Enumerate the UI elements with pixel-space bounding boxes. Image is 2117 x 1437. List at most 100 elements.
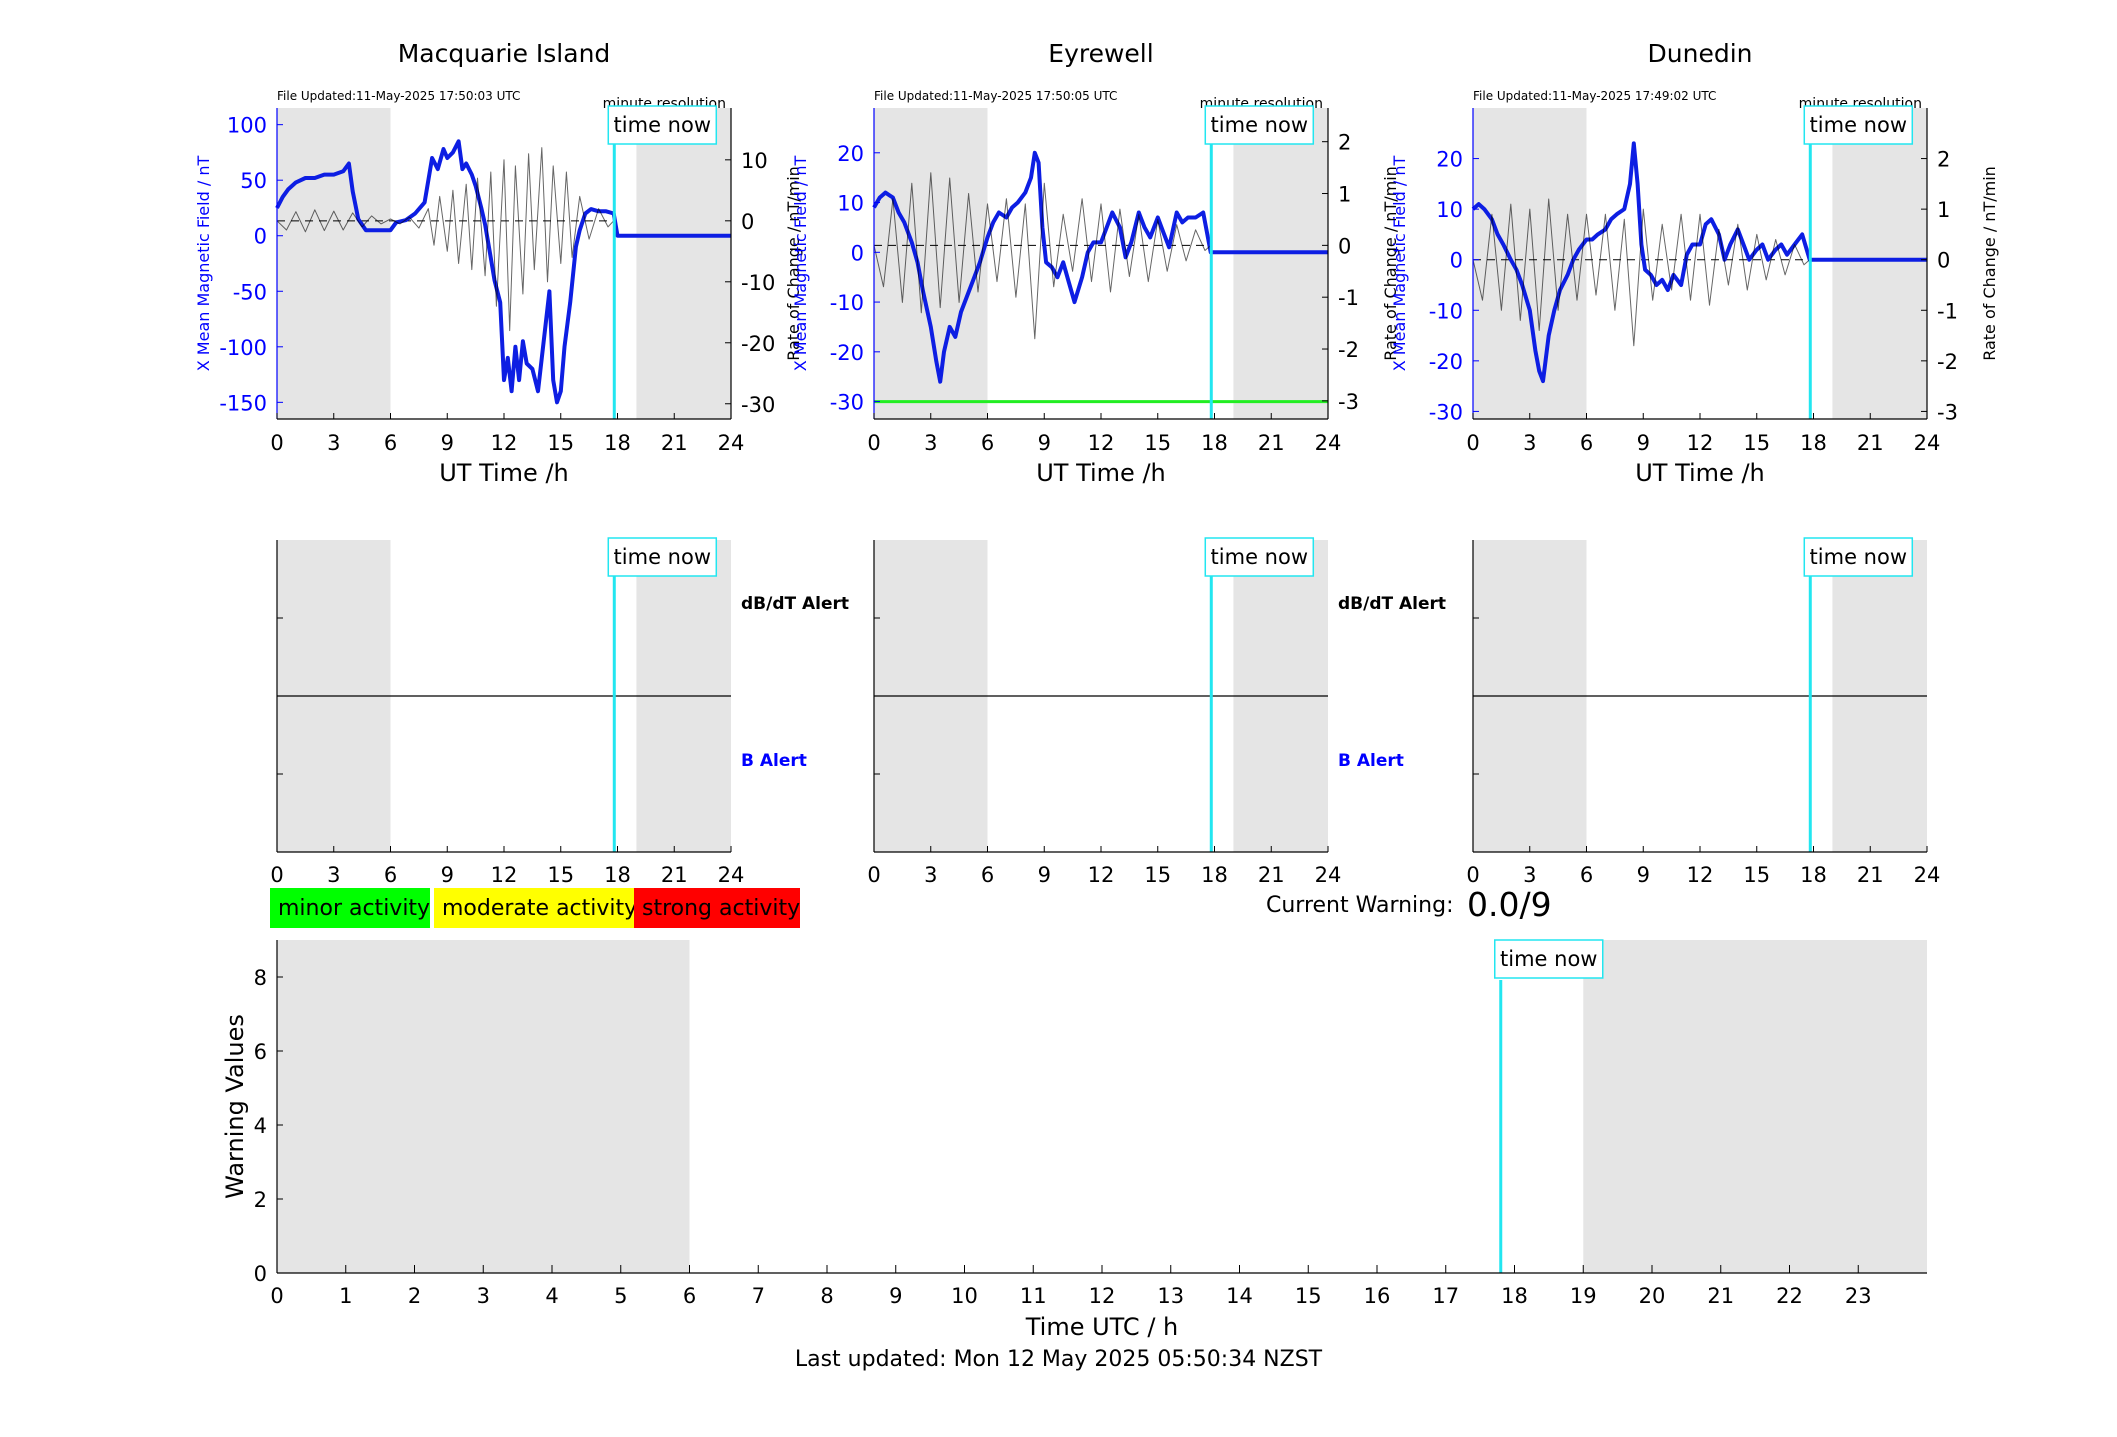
y-left-axis-label: X Mean Magnetic Field / nT xyxy=(1390,156,1409,372)
warning-x-tick-label: 6 xyxy=(683,1284,696,1308)
warning-x-tick-label: 8 xyxy=(820,1284,833,1308)
x-tick-label: 21 xyxy=(661,431,688,455)
file-updated-label: File Updated:11-May-2025 17:50:05 UTC xyxy=(874,89,1117,103)
warning-time-now-label: time now xyxy=(1500,947,1597,971)
y-right-axis-label: Rate of Change / nT/min xyxy=(1381,166,1400,361)
y-left-tick-label: -20 xyxy=(1429,350,1463,374)
alert-x-tick-label: 12 xyxy=(1687,863,1714,887)
warning-x-tick-label: 10 xyxy=(951,1284,978,1308)
warning-x-tick-label: 17 xyxy=(1432,1284,1459,1308)
last-updated: Last updated: Mon 12 May 2025 05:50:34 N… xyxy=(794,1347,1323,1372)
warning-x-tick-label: 14 xyxy=(1226,1284,1253,1308)
legend-moderate-activity: moderate activity xyxy=(434,888,637,928)
alert-x-tick-label: 9 xyxy=(441,863,454,887)
file-updated-label: File Updated:11-May-2025 17:49:02 UTC xyxy=(1473,89,1716,103)
x-tick-label: 12 xyxy=(491,431,518,455)
x-tick-label: 0 xyxy=(270,431,283,455)
alert-x-tick-label: 24 xyxy=(718,863,745,887)
y-right-tick-label: -10 xyxy=(741,271,775,295)
alert-x-tick-label: 6 xyxy=(384,863,397,887)
y-left-tick-label: 0 xyxy=(1450,249,1463,273)
warning-x-tick-label: 19 xyxy=(1570,1284,1597,1308)
y-right-axis-label: Rate of Change / nT/min xyxy=(1980,166,1999,361)
y-left-tick-label: 0 xyxy=(851,241,864,265)
warning-x-tick-label: 15 xyxy=(1295,1284,1322,1308)
x-tick-label: 15 xyxy=(1743,431,1770,455)
night-shade-1 xyxy=(1233,108,1328,419)
x-axis-label: UT Time /h xyxy=(439,459,569,487)
dbdt-alert-label: dB/dT Alert xyxy=(741,594,849,614)
alert-time-now-label: time now xyxy=(614,545,711,569)
x-axis-label: UT Time /h xyxy=(1036,459,1166,487)
station-title: Dunedin xyxy=(1648,39,1753,68)
warning-x-tick-label: 2 xyxy=(408,1284,421,1308)
warning-night-shade-1 xyxy=(1583,940,1927,1273)
b-alert-label: B Alert xyxy=(1338,751,1404,771)
y-left-tick-label: -10 xyxy=(1429,299,1463,323)
alert-time-now-box xyxy=(1204,537,1315,577)
y-left-tick-label: 100 xyxy=(227,114,267,138)
warning-x-tick-label: 21 xyxy=(1707,1284,1734,1308)
x-tick-label: 18 xyxy=(1800,431,1827,455)
x-tick-label: 24 xyxy=(718,431,745,455)
y-right-tick-label: -2 xyxy=(1338,338,1359,362)
y-right-tick-label: -1 xyxy=(1338,286,1359,310)
x-tick-label: 24 xyxy=(1914,431,1941,455)
y-left-tick-label: 10 xyxy=(837,192,864,216)
x-tick-label: 18 xyxy=(1201,431,1228,455)
y-left-tick-label: 0 xyxy=(254,225,267,249)
alert-x-tick-label: 12 xyxy=(491,863,518,887)
alert-x-tick-label: 24 xyxy=(1315,863,1342,887)
alert-time-now-box xyxy=(607,537,718,577)
x-tick-label: 15 xyxy=(1144,431,1171,455)
time-now-label: time now xyxy=(1211,113,1308,137)
y-left-tick-label: -100 xyxy=(219,336,267,360)
alert-time-now-box xyxy=(1803,537,1914,577)
current-warning-value: 0.0/9 xyxy=(1467,885,1552,924)
alert-x-tick-label: 0 xyxy=(1466,863,1479,887)
warning-time-now-box xyxy=(1494,939,1604,979)
y-left-tick-label: -30 xyxy=(830,391,864,415)
x-tick-label: 3 xyxy=(1523,431,1536,455)
y-right-tick-label: -30 xyxy=(741,393,775,417)
warning-night-shade-0 xyxy=(277,940,690,1273)
warning-x-tick-label: 16 xyxy=(1364,1284,1391,1308)
y-left-tick-label: -10 xyxy=(830,291,864,315)
warning-x-tick-label: 12 xyxy=(1089,1284,1116,1308)
time-now-box xyxy=(1803,105,1914,145)
warning-x-tick-label: 13 xyxy=(1157,1284,1184,1308)
warning-y-axis-label: Warning Values xyxy=(221,1014,249,1199)
alert-x-tick-label: 21 xyxy=(1258,863,1285,887)
x-tick-label: 9 xyxy=(1637,431,1650,455)
y-left-tick-label: -150 xyxy=(219,391,267,415)
alert-x-tick-label: 3 xyxy=(327,863,340,887)
alert-time-now-label: time now xyxy=(1211,545,1308,569)
y-left-tick-label: 10 xyxy=(1436,198,1463,222)
x-tick-label: 18 xyxy=(604,431,631,455)
alert-x-tick-label: 9 xyxy=(1637,863,1650,887)
dbdt-alert-label: dB/dT Alert xyxy=(1338,594,1446,614)
warning-x-tick-label: 3 xyxy=(477,1284,490,1308)
y-right-tick-label: -1 xyxy=(1937,299,1958,323)
x-tick-label: 3 xyxy=(924,431,937,455)
y-right-tick-label: -3 xyxy=(1937,400,1958,424)
alert-x-tick-label: 0 xyxy=(270,863,283,887)
alert-x-tick-label: 6 xyxy=(1580,863,1593,887)
warning-x-tick-label: 5 xyxy=(614,1284,627,1308)
x-tick-label: 6 xyxy=(981,431,994,455)
field-series-line xyxy=(275,139,731,405)
x-tick-label: 6 xyxy=(384,431,397,455)
x-tick-label: 9 xyxy=(1038,431,1051,455)
night-shade-1 xyxy=(1832,108,1927,419)
alert-x-tick-label: 0 xyxy=(867,863,880,887)
alert-x-tick-label: 6 xyxy=(981,863,994,887)
alert-x-tick-label: 21 xyxy=(661,863,688,887)
rate-series-line xyxy=(873,172,1212,340)
file-updated-label: File Updated:11-May-2025 17:50:03 UTC xyxy=(277,89,520,103)
x-tick-label: 21 xyxy=(1857,431,1884,455)
time-now-label: time now xyxy=(1810,113,1907,137)
warning-y-tick-label: 6 xyxy=(254,1040,267,1064)
rate-series-line xyxy=(1472,198,1811,347)
night-shade-0 xyxy=(874,108,988,419)
y-right-tick-label: 0 xyxy=(1937,249,1950,273)
